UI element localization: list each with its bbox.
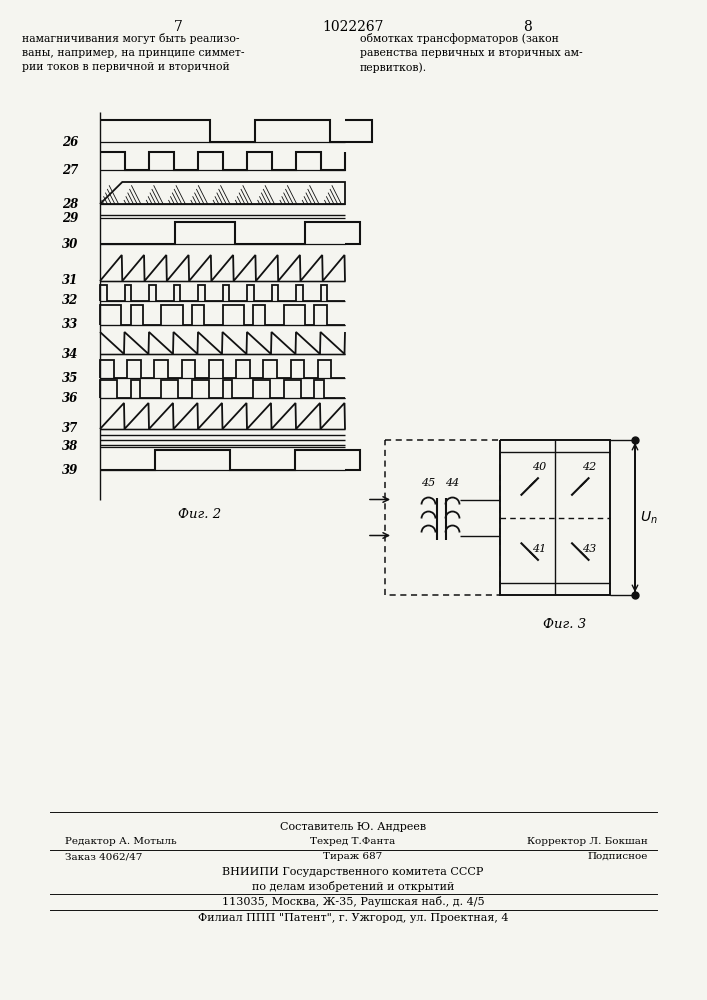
Text: 29: 29 <box>62 212 78 225</box>
Text: 30: 30 <box>62 237 78 250</box>
Text: обмотках трансформаторов (закон
равенства первичных и вторичных ам-
первитков).: обмотках трансформаторов (закон равенств… <box>360 33 583 73</box>
Text: Тираж 687: Тираж 687 <box>323 852 382 861</box>
Text: 40: 40 <box>532 462 546 473</box>
Text: 45: 45 <box>421 478 436 488</box>
Text: Филиал ППП "Патент", г. Ужгород, ул. Проектная, 4: Филиал ППП "Патент", г. Ужгород, ул. Про… <box>198 913 508 923</box>
Text: 31: 31 <box>62 274 78 288</box>
Text: 43: 43 <box>583 544 597 554</box>
Text: Составитель Ю. Андреев: Составитель Ю. Андреев <box>280 822 426 832</box>
Text: намагничивания могут быть реализо-
ваны, например, на принципе симмет-
рии токов: намагничивания могут быть реализо- ваны,… <box>22 33 245 72</box>
Text: Подписное: Подписное <box>588 852 648 861</box>
Text: 8: 8 <box>524 20 532 34</box>
Text: Заказ 4062/47: Заказ 4062/47 <box>65 852 142 861</box>
Text: Техред Т.Фанта: Техред Т.Фанта <box>310 837 396 846</box>
Text: 27: 27 <box>62 163 78 176</box>
Text: по делам изобретений и открытий: по делам изобретений и открытий <box>252 881 454 892</box>
Text: Корректор Л. Бокшан: Корректор Л. Бокшан <box>527 837 648 846</box>
Text: 36: 36 <box>62 391 78 404</box>
Text: 41: 41 <box>532 544 546 554</box>
Text: 44: 44 <box>445 478 460 488</box>
Text: $U_n$: $U_n$ <box>640 509 658 526</box>
Text: 26: 26 <box>62 135 78 148</box>
Text: 37: 37 <box>62 422 78 436</box>
Text: 38: 38 <box>62 440 78 454</box>
Text: 35: 35 <box>62 371 78 384</box>
Text: 7: 7 <box>173 20 182 34</box>
Text: ВНИИПИ Государственного комитета СССР: ВНИИПИ Государственного комитета СССР <box>222 867 484 877</box>
Text: 32: 32 <box>62 294 78 308</box>
Text: Фиг. 2: Фиг. 2 <box>178 508 221 521</box>
Text: 113035, Москва, Ж-35, Раушская наб., д. 4/5: 113035, Москва, Ж-35, Раушская наб., д. … <box>222 896 484 907</box>
Text: 39: 39 <box>62 464 78 477</box>
Text: 34: 34 <box>62 348 78 360</box>
Text: Фиг. 3: Фиг. 3 <box>544 618 587 631</box>
Text: Редактор А. Мотыль: Редактор А. Мотыль <box>65 837 177 846</box>
Text: 42: 42 <box>583 462 597 473</box>
Text: 33: 33 <box>62 318 78 332</box>
Text: 1022267: 1022267 <box>322 20 384 34</box>
Text: 28: 28 <box>62 198 78 211</box>
